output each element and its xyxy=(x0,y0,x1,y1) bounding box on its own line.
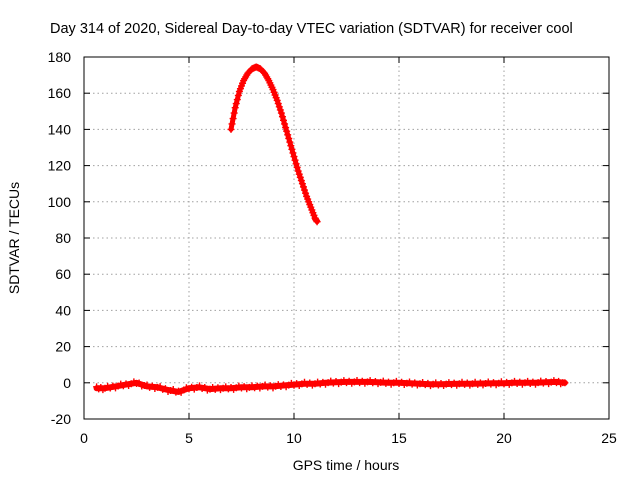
ticks: 0 5 10 15 20 25 -20 0 20 40 60 80 100 120 140 160 180 xyxy=(48,49,617,446)
series-arc-point xyxy=(286,138,294,146)
series-arc-point xyxy=(291,156,299,164)
y-axis-label: SDTVAR / TECUs xyxy=(6,182,22,294)
series-arc-point xyxy=(282,124,290,132)
series-arc-point xyxy=(277,109,285,117)
series-arc-point xyxy=(234,91,242,99)
y-tick-label: 100 xyxy=(48,194,72,210)
x-axis-label: GPS time / hours xyxy=(293,457,400,473)
series-arc-point xyxy=(288,145,296,153)
series-arc-point xyxy=(287,142,295,150)
series-arc-point xyxy=(294,167,302,175)
series-arc-point xyxy=(280,116,287,124)
series-arc-point xyxy=(274,100,282,108)
series-arc-point xyxy=(230,109,238,117)
series-arc-point xyxy=(302,189,310,197)
x-tick-label: 25 xyxy=(601,430,617,446)
series-arc-point xyxy=(296,173,304,181)
x-tick-label: 0 xyxy=(80,430,88,446)
y-tick-label: 140 xyxy=(48,121,72,137)
series-arc-point xyxy=(295,170,303,178)
series-arc-point xyxy=(283,127,291,135)
series-arc-point xyxy=(232,100,240,108)
series-arc-point xyxy=(293,163,301,171)
series-arc-point xyxy=(276,106,284,114)
series-arc-point xyxy=(275,103,283,111)
chart-title: Day 314 of 2020, Sidereal Day-to-day VTE… xyxy=(50,21,573,37)
series-arc-point xyxy=(290,153,298,161)
series-arc-point xyxy=(299,183,307,191)
series-baseline-point xyxy=(561,379,569,387)
grid xyxy=(84,57,609,419)
series-arc-point xyxy=(281,120,289,128)
y-tick-label: -20 xyxy=(51,411,71,427)
series-arc-point xyxy=(228,120,236,128)
x-tick-label: 15 xyxy=(391,430,407,446)
series-arc-point xyxy=(278,113,286,121)
y-tick-label: 60 xyxy=(55,266,71,282)
x-tick-label: 10 xyxy=(286,430,302,446)
series-arc-point xyxy=(284,131,292,139)
x-tick-label: 5 xyxy=(185,430,193,446)
series-arc-point xyxy=(301,186,308,194)
series-arc-point xyxy=(297,177,305,185)
x-tick-label: 20 xyxy=(496,430,512,446)
series-arc-point xyxy=(292,160,300,168)
y-tick-label: 180 xyxy=(48,49,72,65)
series-arc-point xyxy=(231,104,239,112)
y-tick-label: 20 xyxy=(55,339,71,355)
series-arc-point xyxy=(229,115,237,123)
series-arc-point xyxy=(298,180,306,188)
series-arc-point xyxy=(233,96,241,104)
series-arc-point xyxy=(289,149,297,157)
y-tick-label: 0 xyxy=(63,375,71,391)
y-tick-label: 40 xyxy=(55,302,71,318)
y-tick-label: 120 xyxy=(48,158,72,174)
series-arc-point xyxy=(313,218,321,226)
series-arc-point xyxy=(227,125,235,133)
data-points xyxy=(93,63,569,396)
series-arc-point xyxy=(273,96,281,104)
y-tick-label: 160 xyxy=(48,85,72,101)
y-tick-label: 80 xyxy=(55,230,71,246)
series-arc-point xyxy=(285,134,293,142)
